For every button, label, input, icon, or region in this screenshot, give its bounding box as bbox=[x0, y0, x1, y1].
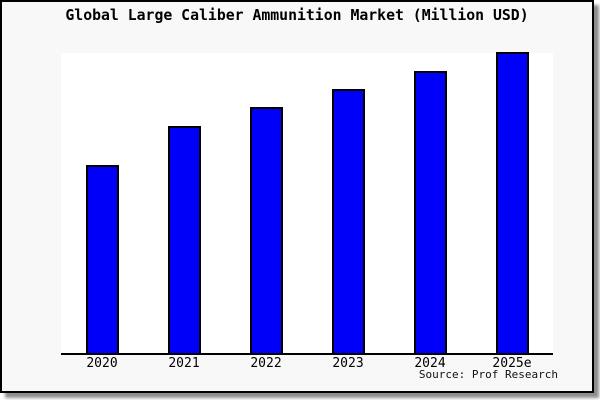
bar-2020 bbox=[85, 165, 119, 353]
bar-slot-2020 bbox=[61, 53, 143, 353]
bar-2024 bbox=[413, 71, 447, 353]
chart-title: Global Large Caliber Ammunition Market (… bbox=[65, 7, 529, 24]
plot-area bbox=[61, 52, 553, 355]
bar-series bbox=[61, 52, 553, 353]
tick-label-2023: 2023 bbox=[332, 356, 364, 371]
bar-slot-2025e bbox=[471, 52, 553, 353]
bar-2021 bbox=[167, 126, 201, 353]
bar-slot-2024 bbox=[389, 53, 471, 353]
tick-label-2025e: 2025e bbox=[492, 356, 532, 371]
tick-label-2021: 2021 bbox=[168, 356, 200, 371]
source-caption: Source: Prof Research bbox=[418, 368, 558, 381]
x-axis-tick-labels: 2020 2021 2022 2023 2024 2025e bbox=[61, 357, 553, 371]
bar-slot-2021 bbox=[143, 53, 225, 353]
bar-slot-2022 bbox=[225, 53, 307, 353]
tick-label-2024: 2024 bbox=[414, 356, 446, 371]
chart-card: Global Large Caliber Ammunition Market (… bbox=[0, 0, 594, 393]
bar-2025e bbox=[495, 52, 529, 353]
bar-2023 bbox=[331, 89, 365, 353]
tick-label-2020: 2020 bbox=[86, 356, 118, 371]
bar-2022 bbox=[249, 107, 283, 353]
bar-slot-2023 bbox=[307, 53, 389, 353]
tick-label-2022: 2022 bbox=[250, 356, 282, 371]
